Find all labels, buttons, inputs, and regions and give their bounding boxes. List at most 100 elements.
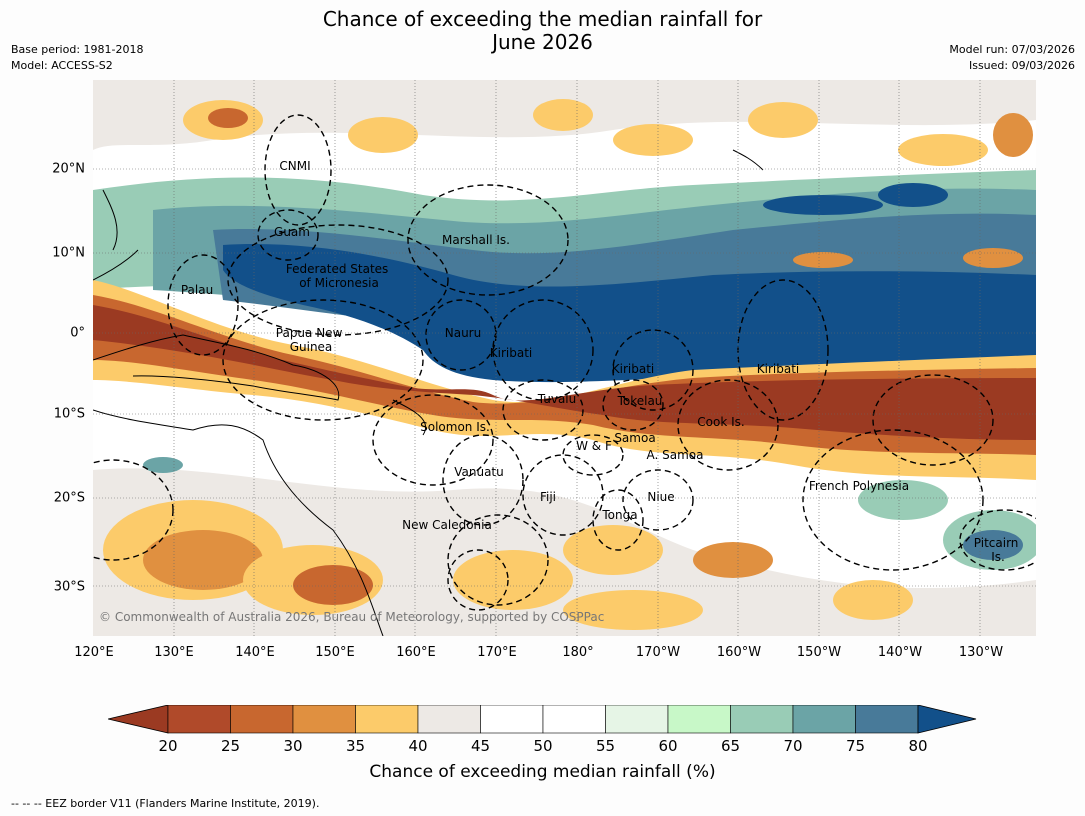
copyright-notice: © Commonwealth of Australia 2026, Bureau… [99,610,604,624]
x-tick: 150°W [796,645,842,660]
colorbar-tick: 50 [533,737,553,755]
label-wf: W & F [576,439,612,453]
y-tick: 10°S [53,406,85,422]
region-line: A. Samoa [647,448,704,462]
se-wet-patch-1 [858,480,948,520]
label-cook: Cook Is. [697,415,744,429]
dry-band-core [93,305,1036,440]
colorbar-segment [230,705,294,734]
region-line: Cook Is. [697,415,744,429]
model-run: Model run: 07/03/2026 [949,43,1075,56]
se-wet-patch-3 [963,530,1023,560]
region-line: Guinea [290,340,333,354]
graticule [93,80,1036,636]
label-niue: Niue [647,490,674,504]
region-line: Federated States [286,262,388,276]
label-kiribati-1: Kiribati [490,346,532,360]
x-tick: 180° [562,645,594,660]
region-line: Vanuatu [454,465,504,479]
region-line: Solomon Is. [420,420,490,434]
colorbar-segment [730,705,794,734]
region-line: Tuvalu [537,392,577,406]
base-period: Base period: 1981-2018 [11,43,144,56]
label-cnmi: CNMI [279,159,310,173]
colorbar-segment [667,705,731,734]
north-dry-spot-2 [963,248,1023,268]
region-line: Kiribati [490,346,532,360]
region-line: Pitcairn [974,536,1019,550]
colorbar-tick: 40 [408,737,428,755]
label-kiribati-3: Kiribati [757,362,799,376]
meta-left: Base period: 1981-2018 Model: ACCESS-S2 [11,42,143,74]
colorbar-segment [355,705,419,734]
label-french-polynesia: French Polynesia [809,479,909,493]
label-kiribati-2: Kiribati [612,362,654,376]
colorbar-segment [605,705,669,734]
label-tuvalu: Tuvalu [537,392,577,406]
colorbar-extend-low [108,705,169,734]
sw-wet-patch [143,457,183,473]
meta-right: Model run: 07/03/2026 Issued: 09/03/2026 [949,42,1075,74]
eez-borders [93,114,1036,611]
region-labels: CNMI Guam Marshall Is. Federated States … [181,159,1022,564]
colorbar [108,705,977,734]
x-tick: 160°E [396,645,436,660]
colorbar-segment [292,705,356,734]
colorbar-tick: 35 [345,737,366,755]
region-line: Guam [274,225,310,239]
eez-footnote: -- -- -- EEZ border V11 (Flanders Marine… [11,797,320,810]
y-tick: 20°S [53,490,85,506]
colorbar-label: Chance of exceeding median rainfall (%) [369,762,716,782]
colorbar-tick: 30 [283,737,303,755]
colorbar-tick: 25 [220,737,241,755]
label-new-caledonia: New Caledonia [402,518,492,532]
region-line: W & F [576,439,612,453]
region-line: Niue [647,490,674,504]
label-guam: Guam [274,225,310,239]
chart-title: Chance of exceeding the median rainfall … [0,8,1085,54]
colorbar-tick: 70 [783,737,803,755]
label-png: Papua New Guinea [276,326,346,354]
label-american-samoa: A. Samoa [647,448,704,462]
x-tick: 130°W [958,645,1004,660]
y-tick: 10°N [52,245,85,261]
label-tokelau: Tokelau [617,394,663,408]
colorbar-tick: 75 [845,737,866,755]
region-line: CNMI [279,159,310,173]
region-line: Samoa [614,431,655,445]
title-line-1: Chance of exceeding the median rainfall … [322,7,763,31]
region-line: Fiji [540,490,556,504]
x-tick: 140°E [235,645,275,660]
colorbar-segment [792,705,856,734]
label-samoa: Samoa [614,431,655,445]
colorbar-segment [855,705,919,734]
colorbar-segment [417,705,481,734]
y-tick: 30°S [53,579,85,595]
colorbar-segment [167,705,231,734]
region-line: Kiribati [612,362,654,376]
region-line: Palau [181,283,213,297]
region-line: Papua New [276,326,343,340]
region-line: Is. [991,550,1005,564]
north-dry-spot-1 [793,252,853,268]
colorbar-segment [480,705,544,734]
colorbar-tick: 80 [908,737,928,755]
north-wet-streak-1 [763,195,883,215]
label-tonga: Tonga [601,508,637,522]
model-name: Model: ACCESS-S2 [11,59,113,72]
x-tick: 170°E [477,645,517,660]
label-vanuatu: Vanuatu [454,465,504,479]
region-line: of Micronesia [299,276,379,290]
label-pitcairn: Pitcairn Is. [974,536,1022,564]
y-tick: 0° [70,325,85,341]
x-tick: 160°W [716,645,762,660]
map-canvas: CNMI Guam Marshall Is. Federated States … [93,80,1036,636]
x-tick: 130°E [154,645,194,660]
colorbar-segment [542,705,606,734]
region-line: Kiribati [757,362,799,376]
region-line: Nauru [445,326,481,340]
wet-band-core [223,244,1036,383]
region-line: Tokelau [617,394,663,408]
rainfall-map: CNMI Guam Marshall Is. Federated States … [93,80,1036,636]
scattered-dry-patches [103,99,1033,630]
